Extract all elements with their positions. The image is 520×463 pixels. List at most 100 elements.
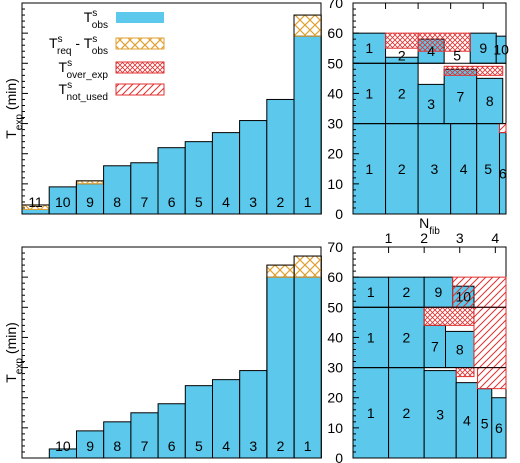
bar-label: 1 bbox=[304, 194, 312, 210]
fiber-block bbox=[352, 123, 387, 215]
bar-obs bbox=[293, 35, 322, 215]
bar-obs bbox=[103, 421, 132, 459]
legend-swatch-req-minus-obs bbox=[115, 37, 165, 50]
block-label: 3 bbox=[436, 406, 444, 422]
x-tick-label: 4 bbox=[479, 0, 487, 2]
bar-label: 8 bbox=[113, 438, 121, 454]
y-tick-label: 60 bbox=[327, 25, 343, 41]
block-label: 1 bbox=[365, 161, 373, 177]
x-tick-label: 4 bbox=[491, 230, 499, 246]
bar-req-minus-obs bbox=[293, 14, 322, 37]
legend-label: Ts obs bbox=[84, 8, 108, 31]
bar-label: 7 bbox=[141, 438, 149, 454]
block-label: 1 bbox=[365, 85, 373, 101]
hatch-not-used bbox=[498, 123, 507, 134]
bar-label: 2 bbox=[277, 438, 285, 454]
bar-obs bbox=[266, 276, 295, 459]
block-label: 5 bbox=[453, 47, 461, 63]
label-part: exp bbox=[14, 358, 25, 375]
label-part: (min) bbox=[3, 322, 19, 358]
block-label: 3 bbox=[427, 96, 435, 112]
block-label: 8 bbox=[456, 341, 464, 357]
block-label: 2 bbox=[402, 405, 410, 421]
block-label: 2 bbox=[398, 47, 406, 63]
panel-bottom-left: 10 9 8 7 6 5 4 3 2 1 Texp (min) bbox=[3, 246, 322, 459]
bar-label: 1 bbox=[304, 438, 312, 454]
bar-label: 5 bbox=[195, 438, 203, 454]
label-part: T bbox=[84, 9, 93, 25]
bar-obs bbox=[184, 141, 213, 215]
label-part: obs bbox=[92, 46, 108, 57]
block-label: 1 bbox=[367, 329, 375, 345]
label-part: fib bbox=[429, 226, 440, 237]
y-tick-label: 50 bbox=[327, 55, 343, 71]
legend-swatch-obs bbox=[116, 12, 164, 23]
bar-obs bbox=[157, 403, 186, 459]
label-part: N bbox=[419, 215, 429, 231]
hatch-over-exp bbox=[423, 306, 475, 326]
x-tick-label: 3 bbox=[456, 230, 464, 246]
label-part: T bbox=[3, 130, 19, 139]
y-tick-label: 30 bbox=[327, 116, 343, 132]
hatch-not-used bbox=[452, 276, 507, 308]
y-tick-label: 40 bbox=[327, 85, 343, 101]
y-tick-label: 70 bbox=[327, 0, 343, 11]
label-part: s bbox=[67, 80, 72, 91]
x-tick-label: 3 bbox=[447, 0, 455, 2]
label-part: s bbox=[58, 34, 63, 45]
label-part: T bbox=[59, 59, 68, 75]
bar-obs bbox=[130, 162, 159, 215]
block-label: 1 bbox=[367, 405, 375, 421]
block-label: 7 bbox=[457, 88, 465, 104]
bar-label: 10 bbox=[55, 438, 71, 454]
bar-req-minus-obs bbox=[293, 255, 322, 278]
label-part: T bbox=[3, 374, 19, 383]
bar-label: 4 bbox=[222, 438, 230, 454]
label-part: T bbox=[59, 81, 68, 97]
block-label: 2 bbox=[398, 161, 406, 177]
label-part: s bbox=[67, 58, 72, 69]
label-part: not_used bbox=[67, 92, 108, 103]
bar-outline bbox=[293, 14, 322, 215]
block-label: 2 bbox=[398, 85, 406, 101]
bar-obs bbox=[48, 186, 77, 215]
block-label: 2 bbox=[402, 284, 410, 300]
label-part: T bbox=[49, 35, 58, 51]
hatch-not-used bbox=[477, 367, 507, 390]
panel-top-left: 11 10 9 8 7 6 5 4 3 2 1 Texp (min) bbox=[3, 2, 322, 215]
bar-obs bbox=[21, 208, 50, 215]
y-tick-label: 0 bbox=[335, 450, 343, 463]
block-label: 4 bbox=[460, 161, 468, 177]
y-tick-label: 20 bbox=[327, 146, 343, 162]
label-part: exp bbox=[14, 114, 25, 131]
y-tick-label: 10 bbox=[327, 420, 343, 436]
bar-label: 4 bbox=[222, 194, 230, 210]
bar-req-minus-obs bbox=[266, 264, 295, 278]
block-label: 6 bbox=[499, 165, 507, 181]
x-tick-label: 2 bbox=[414, 0, 422, 2]
block-label: 9 bbox=[434, 284, 442, 300]
bar-label: 2 bbox=[277, 194, 285, 210]
bar-label: 10 bbox=[55, 194, 71, 210]
x-tick-label: 1 bbox=[385, 230, 393, 246]
hatch-over-exp bbox=[443, 65, 504, 76]
legend-swatch-not-used bbox=[115, 83, 165, 96]
y-axis-label: Texp (min) bbox=[3, 78, 25, 139]
y-axis-label: Texp (min) bbox=[3, 322, 25, 383]
block-label: 1 bbox=[365, 40, 373, 56]
label-part: (min) bbox=[3, 78, 19, 114]
x-tick-label: 2 bbox=[420, 230, 428, 246]
x-tick-label: 1 bbox=[382, 0, 390, 2]
bar-obs bbox=[293, 276, 322, 459]
fiber-block bbox=[352, 367, 390, 459]
fiber-block bbox=[417, 123, 452, 215]
legend-swatch-over-exp bbox=[115, 61, 165, 74]
fiber-block bbox=[491, 397, 507, 459]
bar-obs bbox=[76, 430, 105, 459]
bar-label: 3 bbox=[249, 194, 257, 210]
block-label: 6 bbox=[495, 420, 503, 436]
hatch-over-exp bbox=[417, 32, 471, 52]
block-label: 10 bbox=[456, 289, 472, 305]
